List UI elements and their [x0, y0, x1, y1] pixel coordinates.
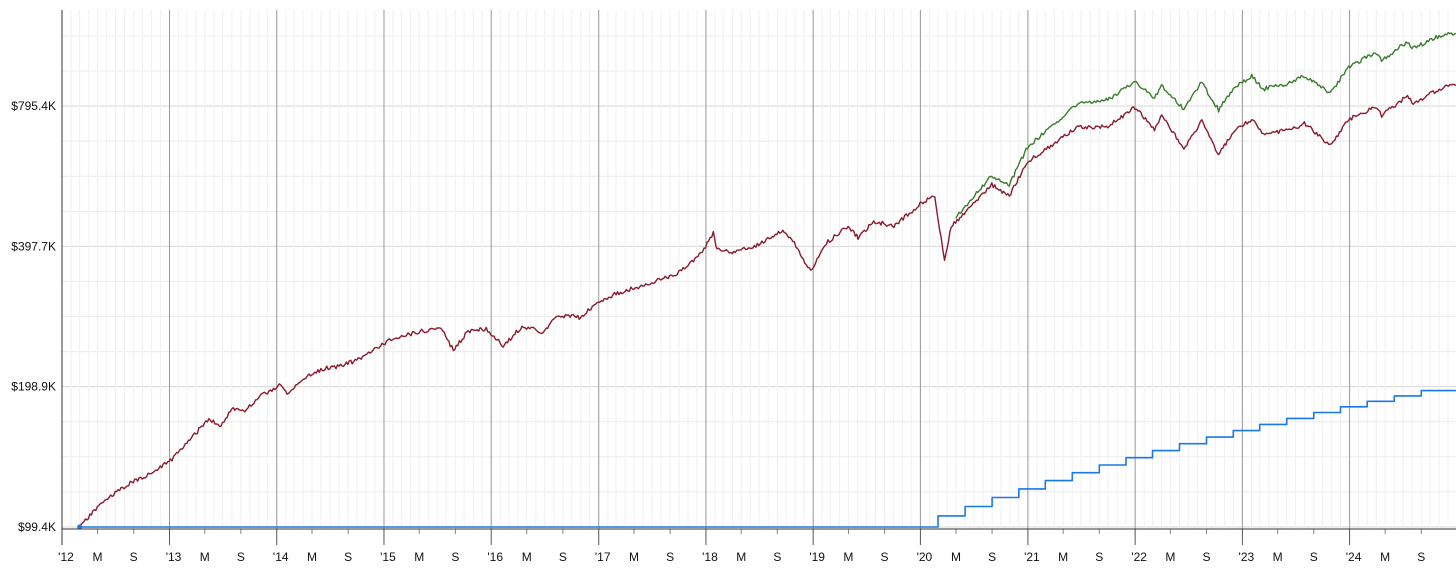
y-tick-labels: $99.4K $198.9K $397.7K $795.4K: [11, 99, 56, 534]
x-tick-label: S: [1310, 550, 1318, 564]
x-tick-label: M: [629, 550, 639, 564]
y-tick-label: $397.7K: [11, 239, 56, 253]
series-start-marker: [77, 524, 83, 530]
x-tick-label: '19: [809, 550, 825, 564]
series-line-1: [78, 83, 1456, 528]
x-tick-label: S: [666, 550, 674, 564]
axes: [61, 10, 1456, 545]
x-tick-label: M: [414, 550, 424, 564]
x-tick-label: S: [988, 550, 996, 564]
x-tick-label: M: [93, 550, 103, 564]
x-tick-label: M: [200, 550, 210, 564]
x-tick-label: M: [843, 550, 853, 564]
x-tick-label: '16: [487, 550, 503, 564]
x-tick-label: S: [451, 550, 459, 564]
series-line-2: [955, 32, 1456, 219]
x-tick-label: M: [736, 550, 746, 564]
x-tick-label: '13: [166, 550, 182, 564]
x-tick-label: S: [1095, 550, 1103, 564]
x-tick-label: '14: [273, 550, 289, 564]
x-tick-label: M: [1058, 550, 1068, 564]
x-tick-label: '22: [1131, 550, 1147, 564]
x-tick-label: M: [1165, 550, 1175, 564]
y-tick-label: $795.4K: [11, 99, 56, 113]
x-tick-label: S: [559, 550, 567, 564]
x-tick-label: M: [951, 550, 961, 564]
x-tick-label: M: [1273, 550, 1283, 564]
x-tick-label: M: [307, 550, 317, 564]
x-tick-label: '23: [1239, 550, 1255, 564]
series-lines: [77, 32, 1456, 530]
x-tick-labels: '12 M S '13 M S '14 M S '15 M S '16 M S '17 M S '18 M S '19 M S…: [58, 550, 1425, 564]
x-tick-label: '20: [917, 550, 933, 564]
x-tick-label: '18: [702, 550, 718, 564]
x-tick-label: '15: [380, 550, 396, 564]
y-tick-label: $198.9K: [11, 380, 56, 394]
x-tick-label: '17: [595, 550, 611, 564]
y-tick-label: $99.4K: [18, 520, 56, 534]
x-tick-label: S: [1203, 550, 1211, 564]
x-tick-label: '12: [58, 550, 74, 564]
x-tick-label: S: [237, 550, 245, 564]
x-tick-label: S: [881, 550, 889, 564]
x-tick-label: '24: [1346, 550, 1362, 564]
x-tick-label: S: [1417, 550, 1425, 564]
x-tick-label: M: [1380, 550, 1390, 564]
series-line-3: [79, 389, 1456, 528]
x-tick-label: S: [130, 550, 138, 564]
x-tick-label: S: [773, 550, 781, 564]
x-tick-label: '21: [1024, 550, 1040, 564]
x-tick-label: S: [344, 550, 352, 564]
grid-lines: [61, 10, 1456, 545]
x-tick-label: M: [522, 550, 532, 564]
